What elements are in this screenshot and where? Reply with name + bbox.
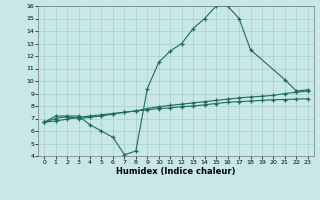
X-axis label: Humidex (Indice chaleur): Humidex (Indice chaleur) [116,167,236,176]
